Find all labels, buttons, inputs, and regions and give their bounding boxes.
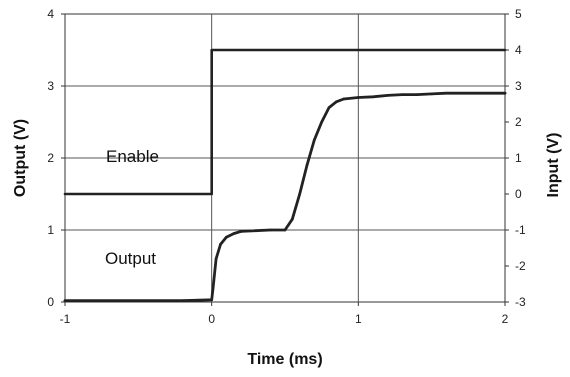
y-axis-ticks: 0 1 2 3 4 [47,7,65,309]
output-point [305,163,309,167]
output-point [219,243,222,246]
output-point [313,138,316,142]
output-point [239,230,243,233]
series-group [63,48,507,303]
x-tick-label: 2 [502,312,509,326]
output-point [291,217,294,221]
y-axis-title: Output (V) [12,119,29,197]
annotation-output: Output [105,249,156,268]
output-point [181,299,184,302]
y2-tick-label: -2 [515,259,526,273]
output-point [269,228,272,232]
output-point [342,97,345,101]
output-point [459,91,463,95]
y-tick-label: 2 [47,151,54,165]
y2-tick-label: -3 [515,295,526,309]
output-point [298,192,301,196]
y2-tick-label: 5 [515,7,522,21]
output-point [320,120,323,124]
annotation-enable: Enable [106,147,159,166]
output-point [254,229,257,233]
x-tick-label: 1 [355,312,362,326]
y2-tick-label: 4 [515,43,522,57]
y2-tick-label: 2 [515,115,522,129]
series-line-enable [63,48,507,196]
y2-axis-ticks: -3 -2 -1 0 1 2 3 4 5 [505,7,526,309]
output-point [503,91,507,95]
output-point [210,298,213,302]
output-point [401,93,404,96]
output-point [415,93,419,96]
x-tick-label: -1 [60,312,71,326]
y2-tick-label: -1 [515,223,526,237]
output-point [327,106,331,109]
x-axis-title: Time (ms) [247,351,322,368]
output-point [489,91,492,95]
y-tick-label: 4 [47,7,54,21]
x-axis-ticks: -1 0 1 2 [60,302,509,326]
output-point [371,95,375,99]
x-tick-label: 0 [208,312,215,326]
y2-axis-title: Input (V) [545,133,562,198]
y2-tick-label: 0 [515,187,522,201]
output-point [386,94,389,97]
y2-tick-label: 3 [515,79,522,93]
series-line-output [63,91,507,303]
plot-area: -1 0 1 2 0 1 2 3 4 -3 -2 -1 0 1 2 3 4 5 [47,7,526,326]
output-point [430,92,433,96]
output-point [445,91,448,95]
y-tick-label: 3 [47,79,54,93]
output-point [214,257,218,261]
output-point [474,91,477,95]
output-point [63,299,67,302]
output-point [283,228,287,232]
output-point [225,235,228,239]
y2-tick-label: 1 [515,151,522,165]
y-tick-label: 0 [47,295,54,309]
output-point [211,286,215,289]
output-point [335,100,338,104]
y-tick-label: 1 [47,223,54,237]
output-point [232,232,235,235]
output-point [357,96,360,99]
